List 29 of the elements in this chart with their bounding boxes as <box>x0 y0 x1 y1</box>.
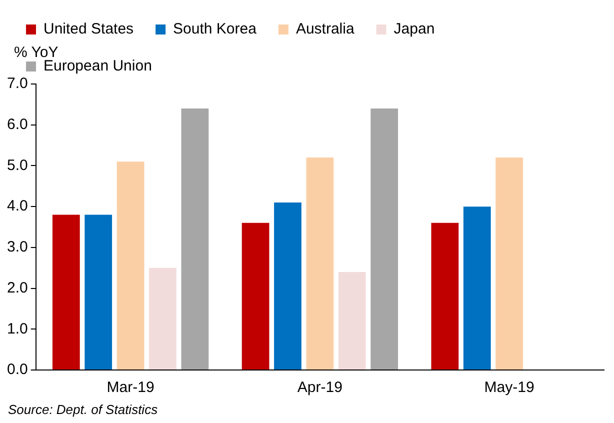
bar <box>149 268 176 370</box>
bar <box>116 162 144 370</box>
bar <box>306 158 334 370</box>
bar <box>242 222 270 370</box>
y-tick-label: 2.0 <box>6 279 28 296</box>
x-tick-label: May-19 <box>484 379 534 396</box>
bar <box>274 202 302 370</box>
bar <box>463 206 491 370</box>
y-tick-label: 3.0 <box>6 238 28 256</box>
legend-label: Australia <box>296 20 355 38</box>
y-tick-label: 4.0 <box>6 198 28 215</box>
bar <box>496 158 523 370</box>
bar <box>338 272 366 370</box>
bar <box>84 214 112 370</box>
bar <box>431 222 459 370</box>
source-note: Source: Dept. of Statistics <box>8 402 158 417</box>
legend-label: United States <box>44 20 134 38</box>
legend-label: Japan <box>394 20 435 38</box>
y-tick-label: 0.0 <box>6 361 28 378</box>
y-tick-label: 7.0 <box>6 75 28 92</box>
y-tick-label: 5.0 <box>6 156 28 174</box>
legend-label: South Korea <box>173 20 258 38</box>
x-tick-label: Mar-19 <box>106 379 154 396</box>
bar <box>370 108 398 370</box>
y-tick-label: 6.0 <box>6 116 28 133</box>
bar <box>52 214 80 370</box>
bar <box>181 108 209 370</box>
x-tick-label: Apr-19 <box>297 379 342 396</box>
y-tick-label: 1.0 <box>6 320 28 338</box>
